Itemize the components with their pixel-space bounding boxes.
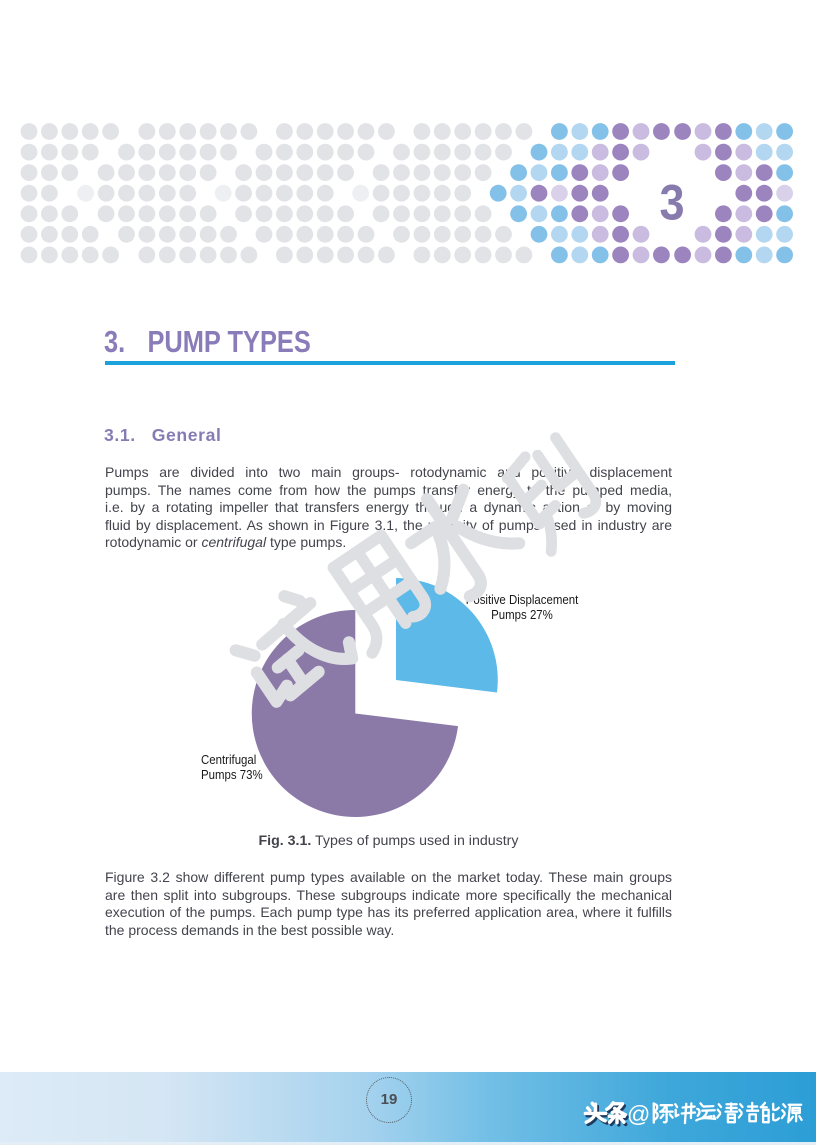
svg-text:3: 3	[660, 175, 685, 231]
